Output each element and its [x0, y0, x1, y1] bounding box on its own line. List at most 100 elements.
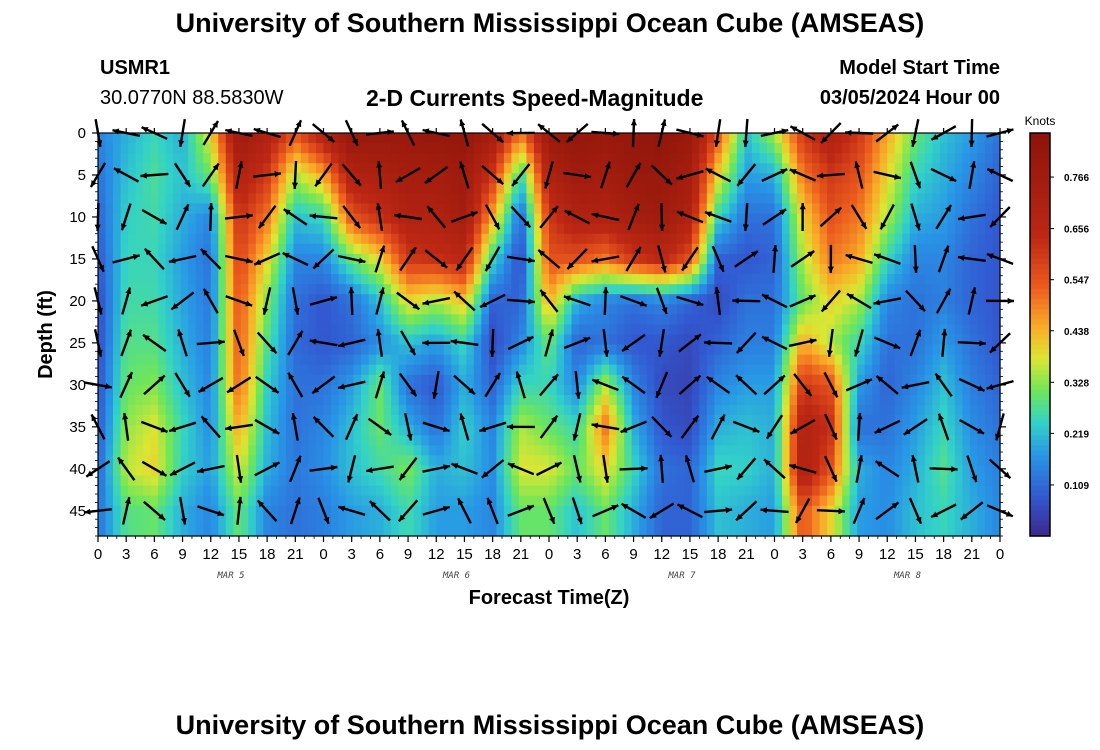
heatmap-cell [782, 284, 791, 295]
heatmap-cell [406, 405, 415, 416]
heatmap-cell [413, 525, 422, 537]
heatmap-cell [586, 243, 595, 255]
heatmap-cell [744, 435, 753, 446]
heatmap-cell [135, 314, 144, 326]
heatmap-cell [782, 233, 791, 245]
heatmap-cell [113, 253, 122, 265]
heatmap-cell [180, 274, 189, 285]
heatmap-cell [849, 435, 858, 446]
heatmap-cell [601, 415, 610, 426]
heatmap-cell [346, 183, 355, 195]
heatmap-cell [203, 203, 212, 215]
heatmap-cell [503, 485, 513, 497]
heatmap-cell [766, 394, 776, 406]
heatmap-cell [248, 405, 257, 416]
heatmap-cell [481, 515, 490, 527]
heatmap-cell [924, 274, 933, 285]
heatmap-cell [436, 394, 445, 406]
heatmap-cell [894, 193, 903, 205]
heatmap-cell [616, 455, 625, 467]
heatmap-cell [827, 284, 836, 295]
heatmap-cell [654, 515, 663, 527]
current-arrow [422, 339, 451, 346]
heatmap-cell [609, 314, 618, 326]
heatmap-cell [894, 485, 903, 497]
heatmap-cell [676, 334, 685, 346]
heatmap-cell [143, 425, 152, 436]
heatmap-cell [932, 405, 941, 416]
heatmap-cell [496, 183, 505, 195]
heatmap-cell [323, 384, 332, 396]
heatmap-cell [661, 233, 670, 245]
current-arrow [309, 338, 338, 347]
heatmap-cell [721, 405, 730, 416]
heatmap-cell [962, 465, 971, 477]
heatmap-cell [804, 203, 813, 215]
heatmap-cell [706, 525, 715, 537]
heatmap-cell [143, 435, 152, 446]
heatmap-cell [338, 374, 347, 386]
heatmap-cell [594, 334, 603, 346]
heatmap-cell [872, 203, 881, 215]
heatmap-cell [699, 364, 708, 376]
current-arrow [226, 376, 252, 394]
heatmap-cell [977, 394, 986, 406]
heatmap-cell [661, 243, 670, 255]
heatmap-cell [894, 344, 903, 356]
heatmap-cell [804, 405, 813, 416]
current-arrow [572, 412, 582, 441]
heatmap-cell [406, 173, 415, 184]
heatmap-cell [541, 415, 550, 426]
current-arrow [197, 505, 225, 517]
heatmap-cell [488, 153, 497, 164]
heatmap-cell [812, 304, 821, 315]
heatmap-cell [533, 243, 543, 255]
current-arrow [506, 298, 535, 305]
heatmap-cell [263, 465, 272, 477]
heatmap-cell [128, 334, 137, 346]
heatmap-cell [812, 384, 821, 396]
heatmap-cell [195, 253, 204, 265]
heatmap-cell [541, 505, 550, 517]
heatmap-cell [864, 344, 873, 356]
heatmap-cell [323, 394, 332, 406]
heatmap-cell [669, 405, 678, 416]
heatmap-cell [834, 284, 843, 295]
heatmap-cell [691, 435, 700, 446]
heatmap-cell [706, 274, 715, 285]
heatmap-cell [458, 143, 467, 154]
heatmap-cell [646, 143, 655, 154]
heatmap-cell [984, 173, 994, 184]
heatmap-cell [308, 405, 317, 416]
heatmap-cell [917, 515, 926, 527]
heatmap-cell [105, 425, 114, 436]
heatmap-cell [285, 193, 295, 205]
heatmap-cell [541, 173, 550, 184]
current-arrow [121, 496, 131, 525]
heatmap-cell [158, 274, 167, 285]
current-arrow [537, 248, 561, 269]
heatmap-cell [909, 485, 918, 497]
heatmap-cell [902, 253, 911, 265]
heatmap-cell [849, 223, 858, 235]
heatmap-cell [503, 384, 513, 396]
heatmap-cell [631, 495, 640, 507]
heatmap-cell [533, 445, 543, 456]
heatmap-cell [624, 465, 633, 477]
heatmap-cell [466, 173, 475, 184]
heatmap-cell [646, 394, 655, 406]
heatmap-cell [331, 253, 340, 265]
heatmap-cell [218, 445, 227, 456]
heatmap-cell [135, 465, 144, 477]
heatmap-cell [691, 233, 700, 245]
heatmap-cell [526, 173, 535, 184]
heatmap-cell [188, 324, 197, 336]
heatmap-cell [210, 284, 219, 295]
heatmap-cell [571, 213, 580, 225]
heatmap-cell [203, 193, 212, 205]
heatmap-cell [488, 193, 497, 205]
heatmap-cell [361, 233, 370, 245]
heatmap-cell [451, 213, 460, 225]
heatmap-cell [654, 183, 663, 195]
heatmap-cell [541, 324, 550, 336]
